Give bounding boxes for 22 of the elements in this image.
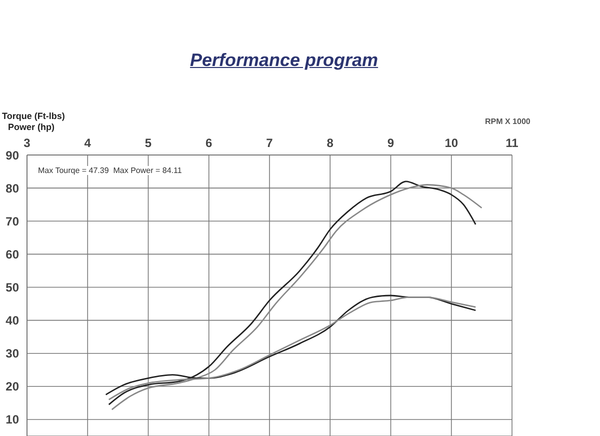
x-tick-label: 11 [506, 136, 519, 150]
y-tick-label: 40 [6, 314, 20, 328]
y-tick-label: 80 [6, 181, 20, 196]
x-tick-label: 8 [326, 136, 334, 150]
y-tick-label: 60 [6, 247, 20, 262]
chart-title: Performance program [190, 50, 378, 71]
y-tick-label: 20 [6, 380, 20, 394]
x-axis-title: RPM X 1000 [485, 117, 530, 126]
x-tick-label: 4 [84, 136, 92, 150]
x-tick-label: 3 [24, 136, 31, 150]
x-tick-label: 7 [266, 136, 274, 150]
y-tick-label: 70 [6, 214, 20, 228]
y-tick-label: 90 [6, 148, 20, 162]
x-tick-label: 5 [144, 136, 152, 150]
y-tick-label: 30 [6, 346, 20, 361]
y-tick-label: 10 [6, 412, 20, 427]
x-tick-label: 6 [206, 136, 213, 150]
y-tick-label: 50 [6, 280, 20, 294]
x-tick-label: 9 [387, 136, 394, 150]
x-tick-label: 10 [444, 136, 458, 150]
annotation: Max Tourqe = 47.39 Max Power = 84.11 [38, 166, 182, 175]
y-axis-title: Torque (Ft-lbs) Power (hp) [2, 111, 65, 133]
